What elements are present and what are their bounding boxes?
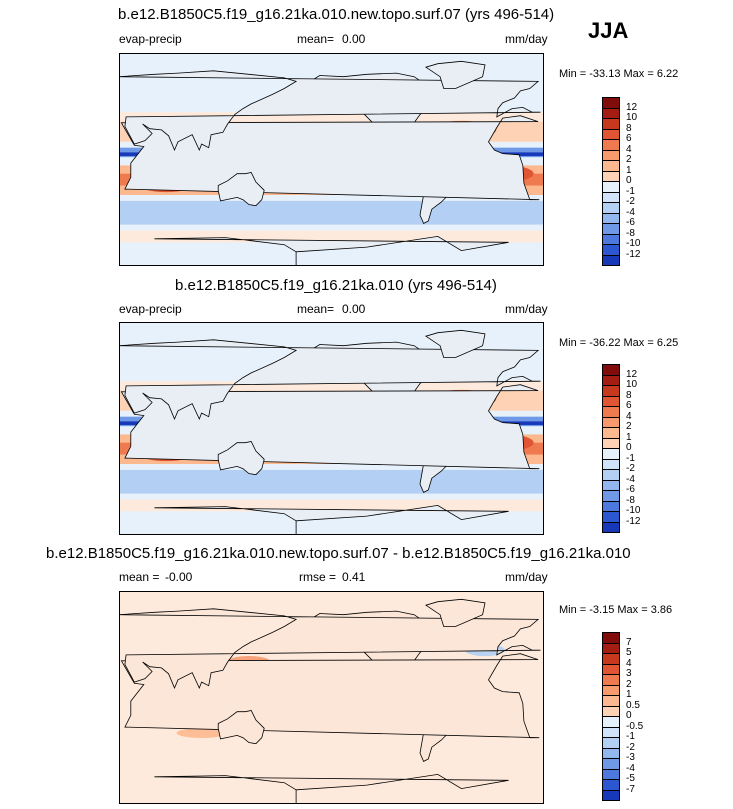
coastline-eurasia bbox=[119, 608, 541, 690]
colorbar-tick-label: 7 bbox=[626, 636, 632, 648]
panel1-mean-value: 0.00 bbox=[342, 32, 366, 46]
colorbar-swatch bbox=[602, 254, 620, 266]
map-frame bbox=[119, 591, 544, 804]
panel3-mean-value: -0.00 bbox=[165, 570, 193, 584]
colorbar-tick-label: 0.5 bbox=[626, 699, 640, 711]
colorbar-tick-label: -4 bbox=[626, 762, 635, 774]
colorbar-tick-label: 6 bbox=[626, 133, 632, 144]
coastline-greenland bbox=[424, 329, 486, 358]
coastline-africa bbox=[120, 653, 540, 739]
colorbar-tick-label: 0 bbox=[626, 710, 632, 721]
panel1-units: mm/day bbox=[505, 32, 548, 46]
panel2-mean-value: 0.00 bbox=[342, 302, 366, 316]
colorbar-tick-label: 8 bbox=[626, 389, 632, 401]
colorbar-tick-label: -1 bbox=[626, 731, 635, 742]
coastline-eurasia bbox=[119, 70, 541, 152]
coastline-africa bbox=[120, 115, 540, 201]
field-band-storm-track bbox=[119, 469, 544, 494]
field-band-sh-polar bbox=[119, 230, 544, 243]
colorbar-tick-label: 4 bbox=[626, 657, 632, 669]
panel3-units: mm/day bbox=[505, 570, 548, 584]
colorbar-tick-label: 2 bbox=[626, 678, 632, 690]
colorbar-tick-label: -10 bbox=[626, 505, 641, 516]
panel3-title: b.e12.B1850C5.f19_g16.21ka.010.new.topo.… bbox=[46, 545, 631, 562]
colorbar-tick-label: -8 bbox=[626, 227, 635, 239]
colorbar-tick-label: -0.5 bbox=[626, 720, 644, 732]
colorbar-tick-label: 1 bbox=[626, 164, 632, 176]
colorbar-tick-label: -2 bbox=[626, 463, 635, 474]
colorbar-tick-label: 10 bbox=[626, 112, 638, 123]
colorbar-tick-label: -10 bbox=[626, 238, 641, 249]
colorbar-tick-label: -6 bbox=[626, 484, 635, 495]
colorbar-tick-label: -1 bbox=[626, 185, 635, 197]
colorbar-tick-label: 12 bbox=[626, 368, 638, 380]
panel3-mean-label: mean = bbox=[119, 570, 160, 584]
colorbar-tick-label: 8 bbox=[626, 122, 632, 134]
map-frame bbox=[119, 53, 544, 266]
coastline-antarctica bbox=[154, 773, 509, 804]
colorbar-tick-label: -7 bbox=[626, 783, 635, 795]
diff-blob-8 bbox=[176, 728, 227, 738]
colorbar-tick-label: 0 bbox=[626, 175, 632, 186]
panel1-min-max: Min = -33.13 Max = 6.22 bbox=[559, 68, 679, 80]
panel1-map-svg bbox=[119, 53, 544, 266]
colorbar-tick-label: -5 bbox=[626, 773, 635, 784]
panel1-variable: evap-precip bbox=[119, 32, 182, 46]
panel3-rmse-value: 0.41 bbox=[342, 570, 366, 584]
coastline-antarctica bbox=[154, 235, 509, 266]
panel3-rmse-label: rmse = bbox=[299, 570, 337, 584]
colorbar-tick-label: -6 bbox=[626, 217, 635, 228]
colorbar-tick-label: -12 bbox=[626, 248, 641, 260]
panel1-mean-label: mean= bbox=[297, 32, 335, 46]
colorbar-swatch bbox=[602, 521, 620, 533]
coastline-eurasia bbox=[119, 339, 541, 421]
coastline-antarctica bbox=[154, 504, 509, 535]
panel1-title: b.e12.B1850C5.f19_g16.21ka.010.new.topo.… bbox=[118, 6, 555, 23]
colorbar-tick-label: 4 bbox=[626, 410, 632, 422]
coastline-australia bbox=[217, 441, 265, 476]
field-band-nh-light bbox=[119, 112, 544, 122]
colorbar-tick-label: -2 bbox=[626, 741, 635, 753]
colorbar-tick-label: 6 bbox=[626, 400, 632, 411]
panel3-min-max: Min = -3.15 Max = 3.86 bbox=[559, 604, 673, 616]
panel1-map bbox=[119, 53, 544, 266]
colorbar-tick-label: 1 bbox=[626, 689, 632, 700]
season-label: JJA bbox=[588, 18, 629, 43]
colorbar-tick-label: 1 bbox=[626, 431, 632, 443]
colorbar-tick-label: 2 bbox=[626, 154, 632, 165]
panel2-variable: evap-precip bbox=[119, 302, 182, 316]
field-band-nh-light bbox=[119, 381, 544, 391]
coastline-australia bbox=[217, 710, 265, 745]
field-band-storm-track bbox=[119, 200, 544, 225]
panel3-map bbox=[119, 591, 544, 804]
coastline-australia bbox=[217, 172, 265, 207]
colorbar-tick-label: 10 bbox=[626, 379, 638, 390]
colorbar-tick-label: 2 bbox=[626, 421, 632, 432]
colorbar-tick-label: 0 bbox=[626, 442, 632, 453]
colorbar-tick-label: 3 bbox=[626, 668, 632, 679]
panel2-map-svg bbox=[119, 322, 544, 535]
colorbar-tick-label: -2 bbox=[626, 196, 635, 207]
colorbar-tick-label: -1 bbox=[626, 452, 635, 464]
colorbar-tick-label: -4 bbox=[626, 206, 635, 218]
map-frame bbox=[119, 322, 544, 535]
colorbar-tick-label: 4 bbox=[626, 143, 632, 155]
panel2-map bbox=[119, 322, 544, 535]
colorbar-tick-label: -4 bbox=[626, 473, 635, 485]
colorbar-tick-label: 12 bbox=[626, 101, 638, 113]
panel2-units: mm/day bbox=[505, 302, 548, 316]
panel2-min-max: Min = -36.22 Max = 6.25 bbox=[559, 337, 679, 349]
colorbar-tick-label: -12 bbox=[626, 515, 641, 527]
panel2-mean-label: mean= bbox=[297, 302, 335, 316]
colorbar-tick-label: -8 bbox=[626, 494, 635, 506]
coastline-greenland bbox=[424, 598, 486, 627]
panel3-map-svg bbox=[119, 591, 544, 804]
colorbar-tick-label: -3 bbox=[626, 752, 635, 763]
field-band-sh-polar bbox=[119, 499, 544, 512]
coastline-greenland bbox=[424, 60, 486, 89]
colorbar-swatch bbox=[602, 789, 620, 801]
panel2-title: b.e12.B1850C5.f19_g16.21ka.010 (yrs 496-… bbox=[175, 277, 497, 294]
coastline-africa bbox=[120, 384, 540, 470]
colorbar-tick-label: 5 bbox=[626, 647, 632, 658]
